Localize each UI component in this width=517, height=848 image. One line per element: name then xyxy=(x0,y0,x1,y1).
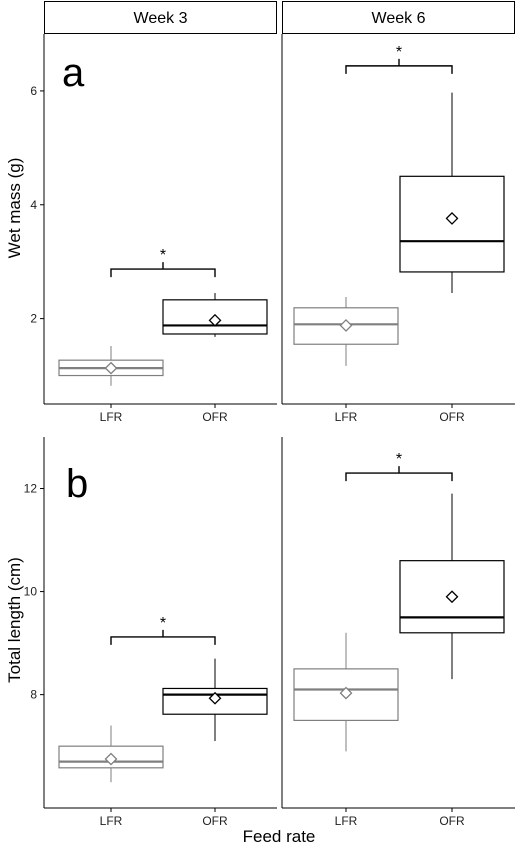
mean-marker xyxy=(445,212,459,225)
y-tick-label: 6 xyxy=(30,84,37,98)
bracket-line xyxy=(110,629,216,645)
significance-star: * xyxy=(160,247,166,264)
y-tick-label: 8 xyxy=(30,688,37,702)
box-ofr xyxy=(399,493,505,680)
x-tick-label: OFR xyxy=(202,814,228,828)
x-tick-label: LFR xyxy=(335,814,358,828)
x-tick-label: OFR xyxy=(439,814,465,828)
mean-marker xyxy=(104,361,118,375)
significance-star: * xyxy=(396,451,402,468)
y-tick-label: 12 xyxy=(24,482,38,496)
panel-label-a: a xyxy=(62,51,85,95)
box-lfr xyxy=(293,632,399,752)
significance-star: * xyxy=(396,44,402,61)
facet-b-2: LFR OFR * xyxy=(281,437,515,828)
significance-bracket: * xyxy=(345,44,453,74)
strip-label-week-3: Week 3 xyxy=(134,10,188,27)
mean-marker xyxy=(208,691,222,705)
mean-marker xyxy=(208,313,222,327)
box-ofr xyxy=(399,92,505,293)
x-tick-label: OFR xyxy=(202,410,228,424)
mean-marker xyxy=(104,752,118,766)
bracket-line xyxy=(110,262,216,278)
box-lfr xyxy=(293,296,399,366)
x-tick-label: LFR xyxy=(100,410,123,424)
strip-week-6: Week 6 xyxy=(282,1,515,34)
significance-bracket: * xyxy=(345,451,453,482)
x-tick-label: OFR xyxy=(439,410,465,424)
x-axis-title: Feed rate xyxy=(243,827,316,846)
significance-star: * xyxy=(160,615,166,632)
plot-area: 2 4 6 LFR OFR * LFR OFR * 8 10 12 LFR OFR * LFR OFR * xyxy=(24,34,515,828)
x-tick-label: LFR xyxy=(100,814,123,828)
significance-bracket: * xyxy=(110,247,216,278)
mean-marker xyxy=(339,686,353,700)
y-tick-label: 10 xyxy=(24,585,38,599)
box-ofr xyxy=(162,658,268,742)
strip-week-3: Week 3 xyxy=(44,1,277,34)
bracket-line xyxy=(345,58,453,74)
y-tick-label: 4 xyxy=(30,198,37,212)
y-axis-title-top: Wet mass (g) xyxy=(5,158,24,259)
facet-a-2: LFR OFR * xyxy=(281,34,515,424)
y-tick-label: 2 xyxy=(30,312,37,326)
box-lfr xyxy=(58,345,164,386)
y-axis-title-bottom: Total length (cm) xyxy=(5,557,24,683)
facet-b-1: 8 10 12 LFR OFR * xyxy=(24,437,277,828)
mean-marker xyxy=(445,590,459,604)
box-lfr xyxy=(58,725,164,783)
significance-bracket: * xyxy=(110,615,216,645)
facet-a-1: 2 4 6 LFR OFR * xyxy=(30,34,277,424)
box-ofr xyxy=(162,293,268,337)
mean-marker xyxy=(339,319,353,332)
bracket-line xyxy=(345,466,453,482)
panel-label-b: b xyxy=(66,462,88,506)
strip-label-week-6: Week 6 xyxy=(372,10,426,27)
x-tick-label: LFR xyxy=(335,410,358,424)
